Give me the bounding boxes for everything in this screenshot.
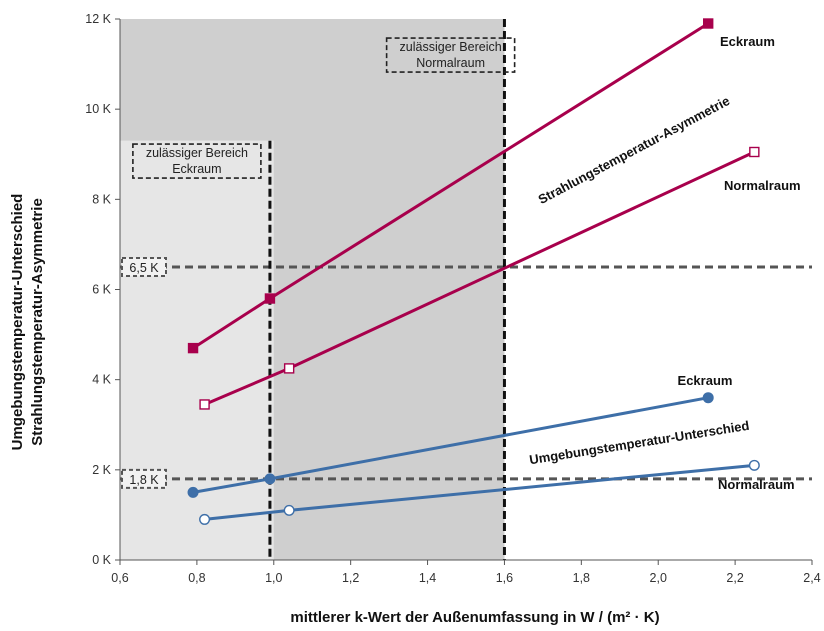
annotation-text-eck-range: Eckraum [172, 162, 221, 176]
y-tick-label: 10 K [85, 102, 111, 116]
data-point-str-eck [187, 342, 199, 354]
axes: 0,6 0,8 1,0 1,2 1,4 1,6 1,8 2,0 2,2 2,4 0 K 2 K 4 K 6… [85, 12, 820, 585]
data-point-umg-normal [283, 504, 295, 516]
x-tick-label: 1,2 [342, 571, 359, 585]
y-tick-label: 2 K [92, 463, 111, 477]
data-point-str-normal [199, 399, 210, 410]
y-axis-title-line-1: Umgebungstemperatur-Unterschied [9, 194, 26, 451]
annotation-text-normal-range: Normalraum [416, 56, 485, 70]
x-tick-label: 2,4 [803, 571, 820, 585]
data-point-str-eck [703, 18, 714, 29]
annotation-box-eck-range [132, 143, 262, 179]
hline-label-1: 1,8 K [129, 473, 159, 487]
y-tick-label: 6 K [92, 283, 111, 297]
series-label-str-eck: Eckraum [720, 34, 775, 49]
data-point-str-eck [264, 293, 276, 304]
x-tick-label: 1,0 [265, 571, 282, 585]
data-point-str-normal [283, 363, 295, 374]
series-label-str-normal: Normalraum [724, 178, 801, 193]
data-point-umg-eck [187, 486, 199, 498]
series-label-umg-eck: Eckraum [678, 373, 733, 388]
x-tick-label: 2,0 [650, 571, 667, 585]
x-tick-label: 2,2 [726, 571, 743, 585]
y-tick-label: 8 K [92, 192, 111, 206]
data-point-umg-eck [702, 392, 714, 404]
reference-lines: 6,5 K 1,8 K [120, 19, 812, 560]
group-label-strahlung: Strahlungstemperatur-Asymmetrie [536, 93, 732, 207]
series-group [187, 18, 760, 525]
y-axis-title-line-2: Strahlungstemperatur-Asymmetrie [29, 198, 46, 446]
x-tick-label: 0,6 [111, 571, 128, 585]
y-tick-label: 4 K [92, 373, 111, 387]
x-axis-title: mittlerer k-Wert der Außenumfassung in W… [290, 609, 659, 626]
series-label-umg-normal: Normalraum [718, 477, 795, 492]
x-tick-label: 1,6 [496, 571, 513, 585]
background-regions [120, 19, 505, 560]
annotation-box-normal-range [385, 37, 516, 73]
data-point-umg-normal [199, 513, 211, 525]
annotation-text-eck-range: zulässiger Bereich [146, 146, 248, 160]
annotation-text-normal-range: zulässiger Bereich [400, 40, 502, 54]
region-top [120, 19, 505, 141]
x-tick-label: 0,8 [188, 571, 205, 585]
y-tick-label: 0 K [92, 553, 111, 567]
hline-label-box-1 [121, 468, 167, 489]
x-tick-label: 1,8 [573, 571, 590, 585]
x-tick-label: 1,4 [419, 571, 436, 585]
data-point-umg-normal [748, 459, 760, 471]
y-tick-label: 12 K [85, 12, 111, 26]
hline-label-0: 6,5 K [129, 261, 159, 275]
hline-label-box-0 [121, 256, 167, 277]
data-point-str-normal [749, 146, 760, 158]
data-point-umg-eck [264, 473, 276, 485]
